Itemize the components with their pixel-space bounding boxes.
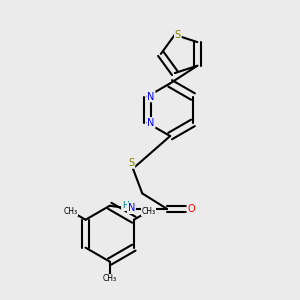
Text: N: N xyxy=(147,92,155,101)
Text: S: S xyxy=(175,30,181,40)
Text: N: N xyxy=(128,203,135,213)
Text: CH₃: CH₃ xyxy=(142,207,156,216)
Text: CH₃: CH₃ xyxy=(64,207,78,216)
Text: CH₃: CH₃ xyxy=(103,274,117,283)
Text: N: N xyxy=(147,118,155,128)
Text: O: O xyxy=(188,204,195,214)
Text: S: S xyxy=(128,158,134,168)
Text: H: H xyxy=(122,201,129,210)
